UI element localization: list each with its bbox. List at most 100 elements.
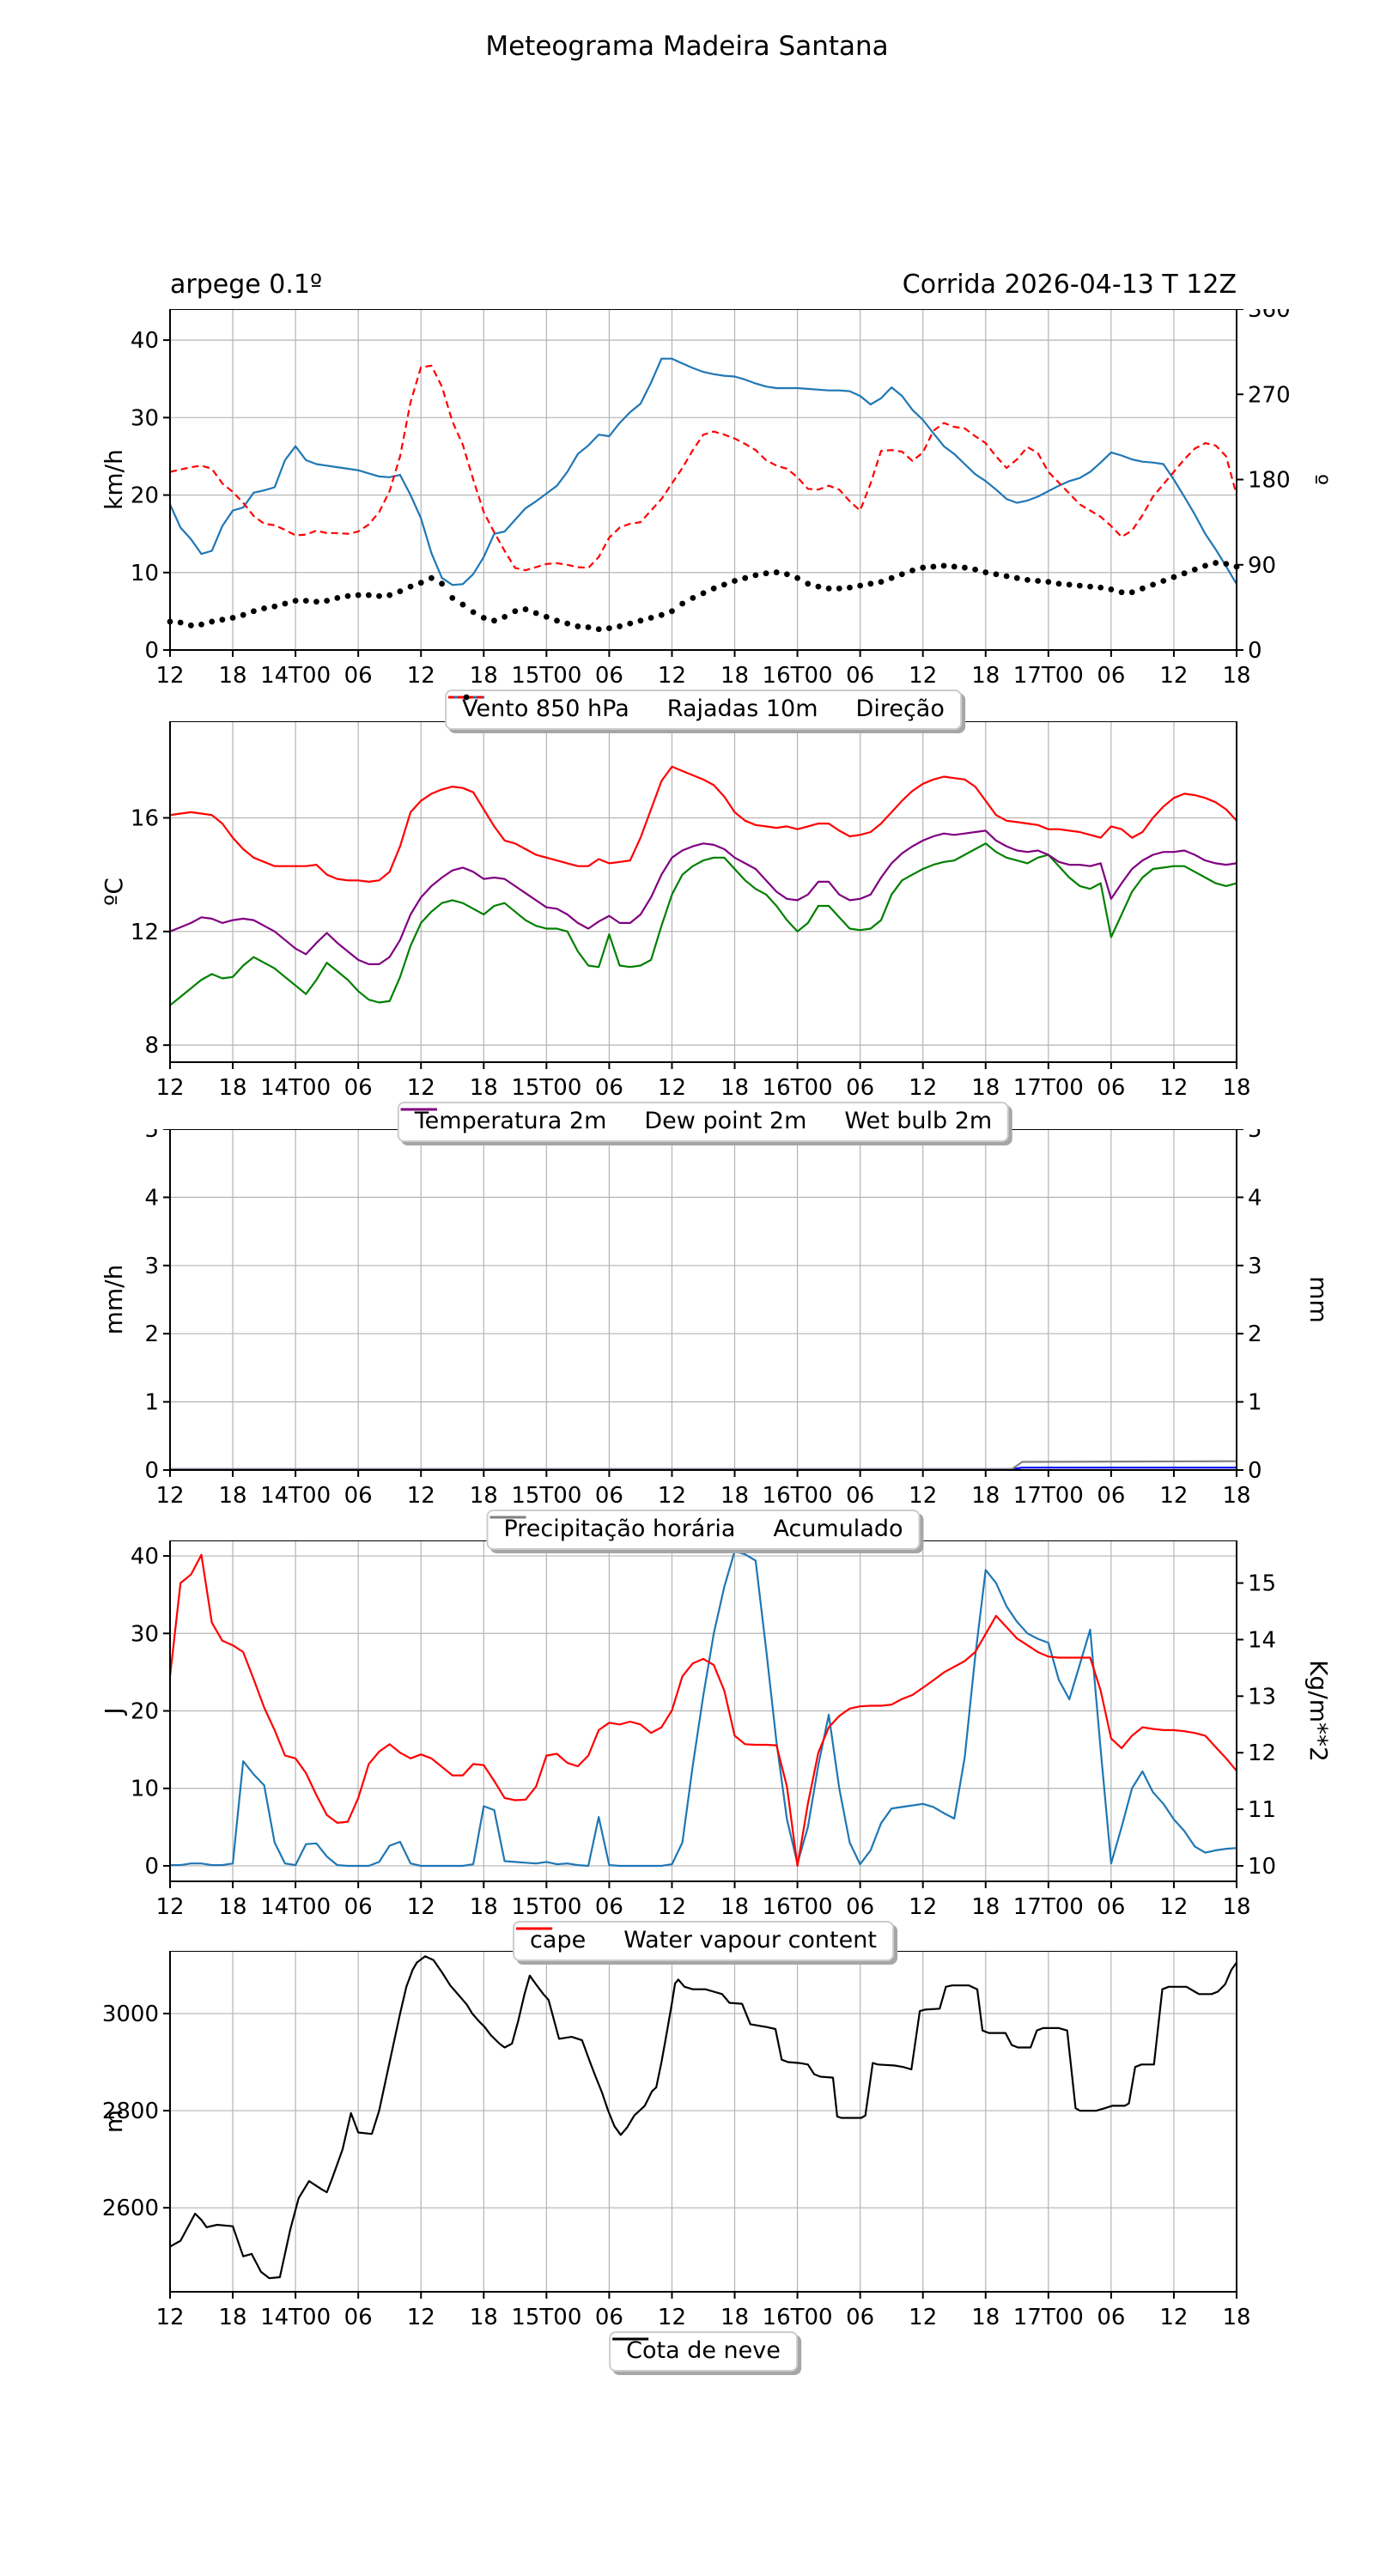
series-dot	[1045, 579, 1052, 585]
x-tick-label: 15T00	[511, 663, 581, 689]
chart-temperature: 12 18 14T00 06 12 18 15T00 06 12 18 16T00 06 12 18 17T…	[0, 721, 1374, 1142]
series-dot	[459, 601, 466, 608]
legend-label: Cota de neve	[626, 2337, 781, 2364]
series-dot	[1118, 589, 1125, 596]
y-axis-label-right: º	[1304, 474, 1333, 485]
series-dot	[407, 583, 414, 590]
series-dot	[1097, 584, 1104, 591]
x-tick-label: 16T00	[763, 1483, 833, 1509]
series-dot	[585, 624, 592, 630]
series-dot	[491, 617, 497, 624]
series-dot	[209, 618, 216, 625]
legend-item: Dew point 2m	[400, 1108, 806, 1134]
series-dot	[732, 578, 738, 584]
x-tick-label: 18	[1222, 2305, 1250, 2330]
series-wind-1	[169, 364, 1238, 572]
series-dot	[386, 592, 393, 598]
y-tick-label-right: 180	[1248, 468, 1291, 494]
chart-precipitation: 12 18 14T00 06 12 18 15T00 06 12 18 16T00 06 12 18 17T…	[0, 1129, 1374, 1550]
y-tick-label-right: 2	[1248, 1321, 1262, 1347]
x-tick-label: 12	[658, 1075, 686, 1101]
series-dot	[763, 570, 769, 577]
y-tick-label-right: 5	[1248, 1129, 1262, 1143]
y-tick-label-left: 40	[131, 328, 159, 354]
x-tick-label: 16T00	[763, 663, 833, 689]
series-dot	[993, 571, 1000, 578]
legend-label: Rajadas 10m	[666, 696, 818, 722]
series-dot	[292, 598, 299, 605]
series-dot	[627, 620, 634, 627]
y-tick-label-left: 20	[131, 1699, 159, 1725]
x-tick-label: 16T00	[763, 1894, 833, 1920]
legend-snow-level: Cota de neve	[609, 2331, 798, 2372]
series-dot	[658, 611, 665, 618]
x-tick-label: 18	[1222, 1894, 1250, 1920]
y-tick-label-left: 30	[131, 1621, 159, 1647]
plot-border	[169, 1129, 1237, 1471]
series-dot	[637, 617, 644, 624]
x-tick-label: 18	[219, 2305, 247, 2330]
y-tick-label-left: 10	[131, 1777, 159, 1802]
x-tick-label: 12	[407, 1894, 435, 1920]
legend-item: Direção	[463, 694, 945, 722]
y-tick-label-left: 30	[131, 405, 159, 431]
series-dot	[1087, 583, 1093, 590]
x-tick-label: 17T00	[1013, 1075, 1084, 1101]
y-tick-label-right: 14	[1248, 1627, 1276, 1653]
series-dot	[951, 563, 958, 570]
x-tick-label: 06	[595, 663, 623, 689]
y-tick-label-right: 0	[1248, 1458, 1262, 1484]
x-tick-label: 12	[658, 663, 686, 689]
x-tick-label: 12	[1159, 1483, 1188, 1509]
x-tick-label: 17T00	[1013, 1483, 1084, 1509]
series-dot	[1140, 585, 1146, 592]
series-dot	[334, 594, 341, 601]
y-tick-label-left: 0	[144, 1458, 159, 1484]
x-tick-label: 14T00	[260, 1483, 331, 1509]
x-tick-label: 18	[470, 2305, 498, 2330]
series-dot	[1213, 560, 1219, 566]
series-dot	[742, 574, 749, 581]
series-dot	[794, 574, 800, 581]
series-dot	[397, 588, 404, 595]
chart-precipitation-svg: 12 18 14T00 06 12 18 15T00 06 12 18 16T00 06 12 18 17T…	[100, 1129, 1333, 1509]
series-dot	[522, 606, 529, 612]
y-tick-label-right: 10	[1248, 1854, 1276, 1880]
series-dot	[564, 620, 571, 627]
series-dot	[920, 564, 927, 571]
plot-border	[169, 1951, 1237, 2293]
x-tick-label: 12	[407, 2305, 435, 2330]
legend-label: cape	[530, 1927, 587, 1953]
series-temperature-0	[169, 765, 1237, 883]
legend-solid-sample-icon	[489, 1516, 526, 1519]
series-dot	[720, 581, 727, 588]
legend-label: Precipitação horária	[503, 1516, 736, 1542]
legend-item: Precipitação horária	[489, 1516, 736, 1542]
series-dot	[1191, 566, 1198, 573]
x-tick-label: 12	[407, 1075, 435, 1101]
legend-item: Acumulado	[489, 1516, 903, 1542]
series-dot	[867, 580, 874, 587]
x-tick-label: 18	[219, 1894, 247, 1920]
x-tick-label: 17T00	[1013, 2305, 1084, 2330]
figure-title: Meteograma Madeira Santana	[485, 31, 889, 62]
x-tick-label: 18	[720, 1894, 749, 1920]
legend-temperature: Temperatura 2m Dew point 2m Wet bulb 2m	[397, 1102, 1010, 1142]
series-dot	[617, 623, 623, 629]
x-tick-label: 18	[219, 663, 247, 689]
x-tick-label: 12	[909, 1894, 937, 1920]
series-dot	[502, 614, 508, 620]
series-dot	[429, 574, 435, 581]
legend-label: Wet bulb 2m	[844, 1108, 993, 1134]
x-tick-label: 12	[1159, 1075, 1188, 1101]
x-tick-label: 12	[909, 2305, 937, 2330]
series-dot	[1202, 562, 1208, 569]
chart-wind-svg: 12 18 14T00 06 12 18 15T00 06 12 18 16T00 06 12 18 17T…	[100, 309, 1333, 689]
y-tick-label-left: 2	[144, 1321, 159, 1347]
legend-solid-sample-icon	[400, 1108, 437, 1111]
series-dot	[647, 615, 654, 621]
series-dot	[1066, 581, 1073, 588]
series-dot	[1055, 580, 1062, 587]
y-tick-label-right: 90	[1248, 553, 1276, 579]
chart-snow-level-svg: 12 18 14T00 06 12 18 15T00 06 12 18 16T00 06 12 18 17T…	[100, 1951, 1251, 2330]
